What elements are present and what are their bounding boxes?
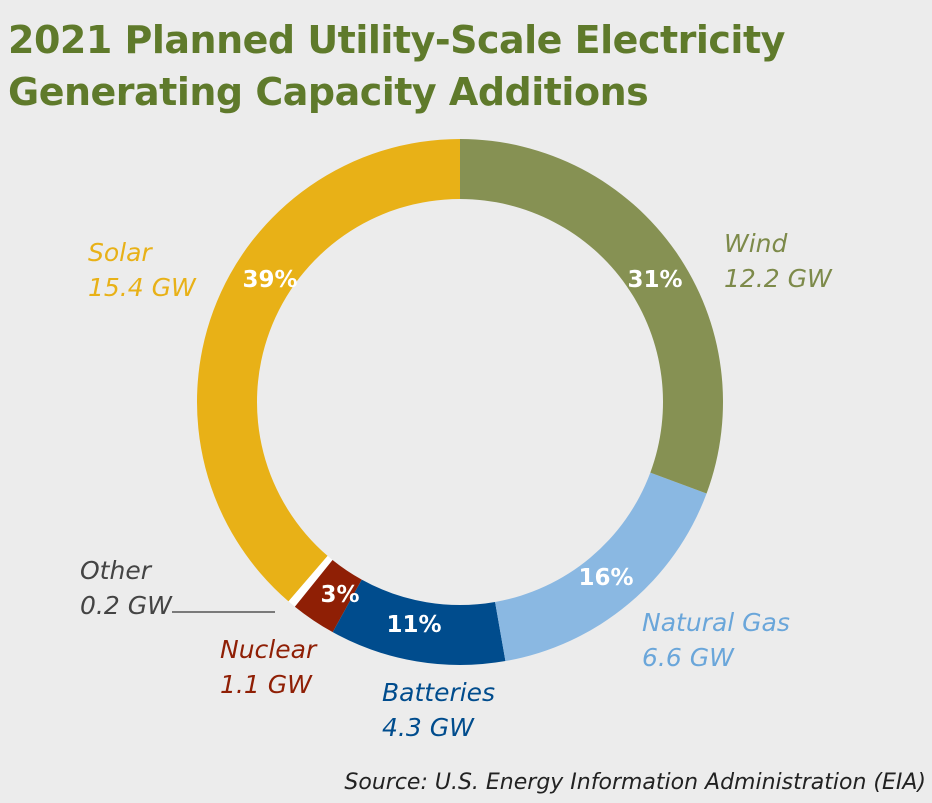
- solar-value: 15.4 GW: [88, 273, 196, 302]
- wind-value: 12.2 GW: [724, 264, 832, 293]
- legend-batteries: Batteries 4.3 GW: [382, 675, 495, 745]
- title-line-2: Generating Capacity Additions: [8, 70, 649, 114]
- wind-name: Wind: [724, 229, 788, 258]
- batteries-name: Batteries: [382, 678, 496, 707]
- legend-other: Other 0.2 GW: [80, 553, 172, 623]
- slice-natural-gas: [495, 472, 707, 662]
- batteries-value: 4.3 GW: [382, 713, 474, 742]
- title-line-1: 2021 Planned Utility-Scale Electricity: [8, 18, 785, 62]
- pct-label-batteries: 11%: [386, 612, 442, 638]
- nuclear-value: 1.1 GW: [220, 670, 312, 699]
- legend-natural-gas: Natural Gas 6.6 GW: [642, 605, 790, 675]
- other-value: 0.2 GW: [80, 591, 172, 620]
- natural-gas-name: Natural Gas: [642, 608, 790, 637]
- slice-other: [288, 555, 333, 607]
- slice-solar: [197, 139, 460, 602]
- slice-batteries: [332, 579, 506, 665]
- other-name: Other: [80, 556, 151, 585]
- slice-nuclear: [294, 559, 362, 633]
- chart-title: 2021 Planned Utility-Scale Electricity G…: [8, 14, 785, 118]
- legend-solar: Solar 15.4 GW: [88, 235, 196, 305]
- pct-label-natural-gas: 16%: [578, 565, 634, 591]
- solar-name: Solar: [88, 238, 152, 267]
- legend-nuclear: Nuclear 1.1 GW: [220, 632, 316, 702]
- nuclear-name: Nuclear: [220, 635, 317, 664]
- legend-wind: Wind 12.2 GW: [724, 226, 832, 296]
- natural-gas-value: 6.6 GW: [642, 643, 734, 672]
- pct-label-solar: 39%: [242, 267, 298, 293]
- slice-wind: [460, 139, 723, 494]
- pct-label-wind: 31%: [627, 267, 683, 293]
- source-note: Source: U.S. Energy Information Administ…: [344, 770, 926, 795]
- pct-label-nuclear: 3%: [320, 582, 360, 608]
